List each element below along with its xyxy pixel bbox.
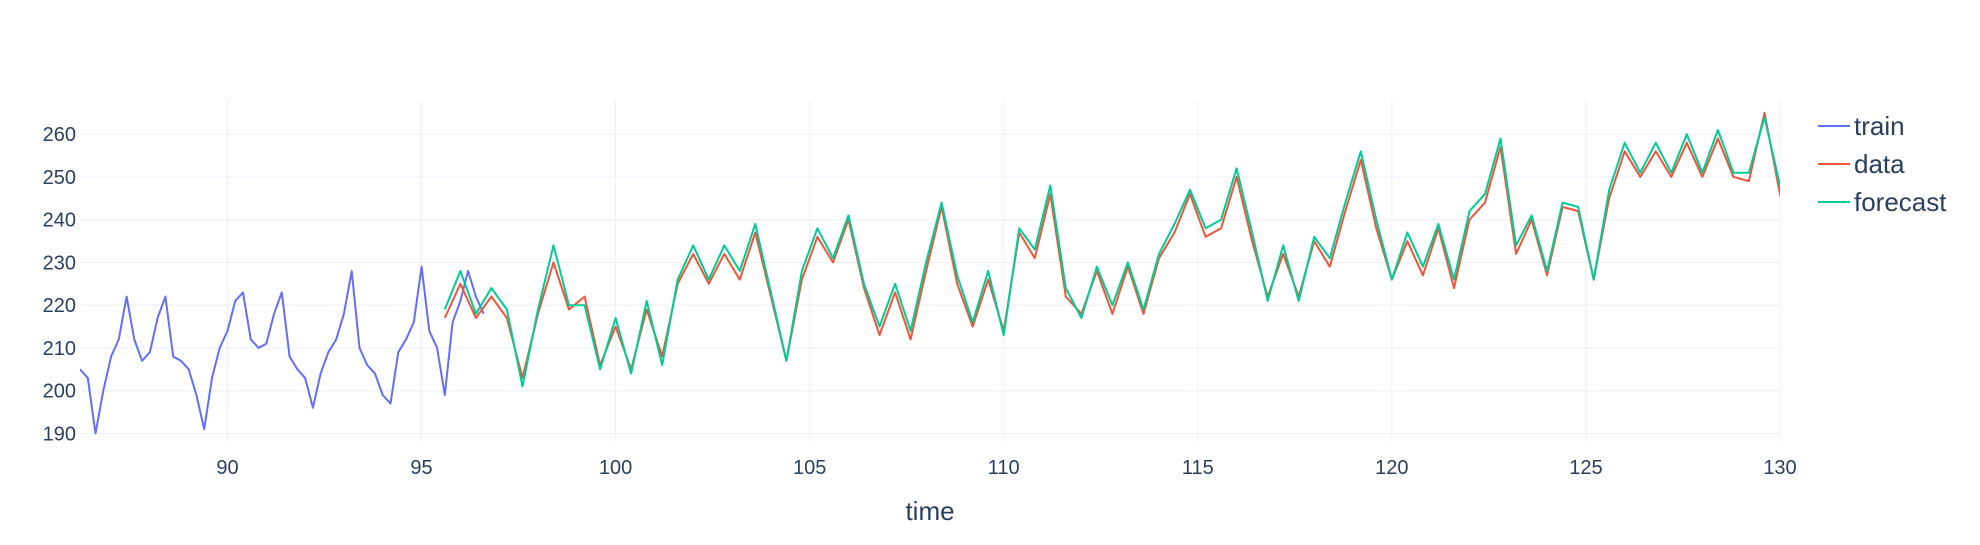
grid: [80, 100, 1781, 442]
series-line-train: [80, 265, 485, 435]
y-tick-label: 210: [43, 338, 76, 360]
series-line-forecast: [443, 116, 1780, 388]
legend-label: data: [1854, 149, 1905, 179]
x-tick-label: 115: [1182, 457, 1214, 479]
legend-label: forecast: [1854, 187, 1947, 217]
y-tick-label: 220: [43, 295, 76, 317]
x-tick-label: 125: [1569, 457, 1602, 479]
x-tick-label: 100: [599, 457, 632, 479]
legend-label: train: [1854, 111, 1905, 141]
y-tick-label: 240: [43, 210, 76, 232]
x-axis-title: time: [905, 496, 954, 526]
x-tick-label: 105: [793, 457, 826, 479]
y-tick-label: 260: [43, 124, 76, 146]
y-tick-label: 200: [43, 381, 76, 403]
series-line-data: [443, 111, 1780, 379]
x-tick-label: 130: [1763, 457, 1796, 479]
legend-item-data[interactable]: data: [1818, 149, 1905, 179]
legend: train data forecast: [1818, 111, 1947, 217]
y-tick-label: 230: [43, 252, 76, 274]
series-lines: [80, 111, 1780, 435]
y-tick-label: 250: [43, 167, 76, 189]
x-tick-label: 120: [1375, 457, 1408, 479]
legend-item-forecast[interactable]: forecast: [1818, 187, 1947, 217]
x-tick-label: 90: [216, 457, 238, 479]
x-tick-label: 110: [988, 457, 1020, 479]
axes: 90 95 100 105 110 115 120 125 130 190 200 210 220 230…: [43, 124, 1797, 479]
legend-item-train[interactable]: train: [1818, 111, 1905, 141]
x-tick-label: 95: [410, 457, 432, 479]
y-tick-label: 190: [43, 423, 76, 445]
